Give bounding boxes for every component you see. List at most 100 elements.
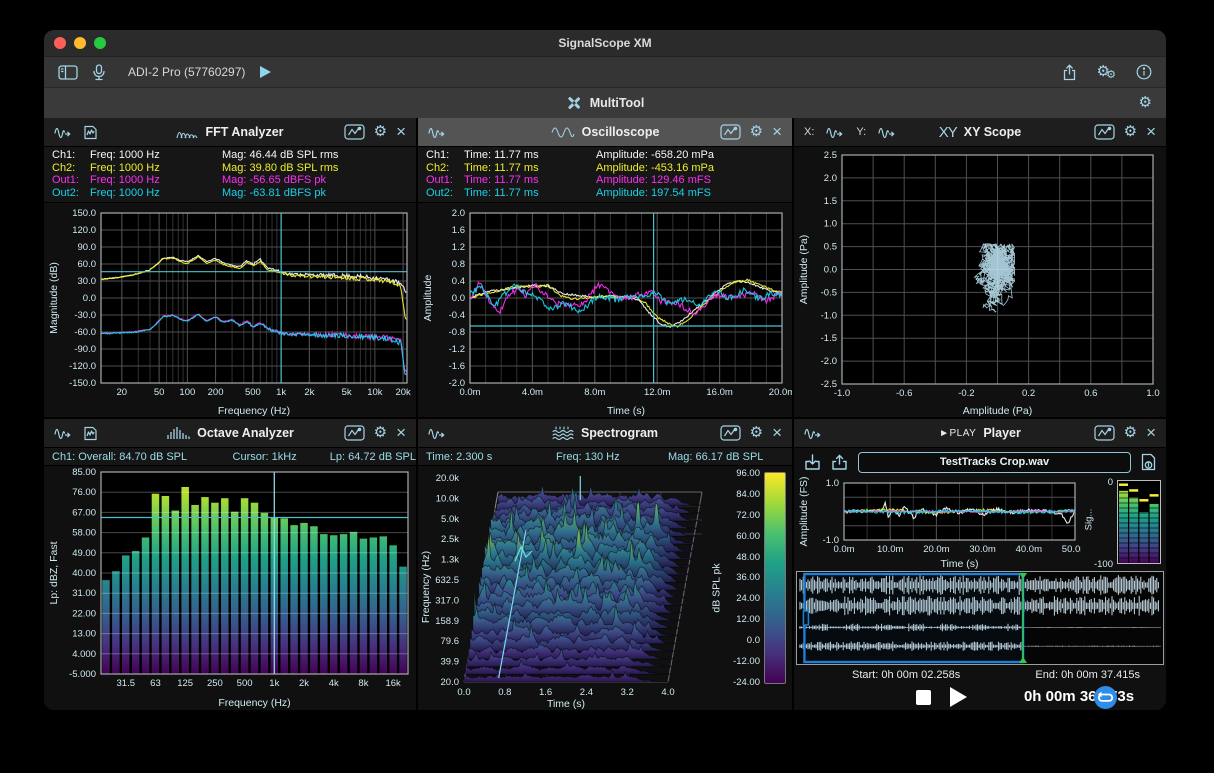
input-signal-icon[interactable] (428, 126, 446, 139)
fft-chart[interactable]: 150.0120.090.060.030.00.0-30.0-60.0-90.0… (44, 203, 416, 417)
x-input-signal-icon[interactable] (826, 126, 844, 139)
close-icon[interactable]: × (396, 125, 406, 139)
chart-style-button[interactable] (1094, 425, 1115, 441)
svg-text:1.6: 1.6 (452, 225, 465, 236)
close-icon[interactable]: × (396, 426, 406, 440)
play-button[interactable] (950, 687, 967, 707)
colorbar-gradient (764, 472, 786, 684)
svg-text:Time (s): Time (s) (940, 558, 978, 570)
svg-text:0.0: 0.0 (824, 265, 837, 276)
svg-text:0.0: 0.0 (452, 293, 465, 304)
xy-scope-panel: X: Y: XY XY Scope (794, 118, 1166, 417)
oscilloscope-tool-icon (551, 126, 575, 139)
snapshot-icon[interactable] (84, 426, 97, 441)
gear-icon[interactable]: ⚙ (1124, 125, 1137, 139)
sidebar-toggle-icon[interactable] (58, 65, 78, 80)
gear-icon[interactable]: ⚙ (374, 426, 387, 440)
svg-text:Frequency (Hz): Frequency (Hz) (218, 697, 290, 709)
y-input-signal-icon[interactable] (878, 126, 896, 139)
share-icon[interactable] (1062, 64, 1077, 81)
spectrogram-chart[interactable]: 20.0k10.0k5.0k2.5k1.3k632.5317.0158.979.… (418, 466, 706, 710)
oscilloscope-chart[interactable]: 2.01.61.20.80.40.0-0.4-0.8-1.2-1.6-2.00.… (418, 203, 792, 417)
loop-button[interactable] (1093, 685, 1118, 710)
svg-text:1.3k: 1.3k (441, 555, 459, 566)
svg-text:-0.2: -0.2 (958, 388, 974, 399)
device-selector[interactable]: ADI-2 Pro (57760297) (128, 65, 245, 79)
svg-text:500: 500 (245, 387, 261, 398)
svg-text:-0.4: -0.4 (449, 310, 465, 321)
playback-time: 0h 00m 36.573s (1004, 688, 1154, 705)
player-header: ►PLAY Player ⚙ × (794, 419, 1166, 448)
chart-style-button[interactable] (1094, 124, 1115, 140)
svg-text:76.00: 76.00 (72, 487, 96, 498)
spectrogram-header: Spectrogram ⚙ × (418, 419, 792, 448)
tool-settings-gears-icon[interactable]: ⚙⚙ (1097, 65, 1110, 79)
svg-text:16.0m: 16.0m (706, 387, 732, 398)
svg-text:Amplitude (Pa): Amplitude (Pa) (798, 235, 810, 304)
close-icon[interactable]: × (772, 125, 782, 139)
meter-max-label: 0 (1108, 477, 1113, 488)
svg-text:20.0k: 20.0k (436, 473, 459, 484)
oscilloscope-panel: Oscilloscope ⚙ × Ch1:Time: 11.77 msAmpli… (418, 118, 794, 417)
microphone-icon[interactable] (92, 64, 106, 81)
info-icon[interactable] (1136, 64, 1152, 80)
svg-text:Time (s): Time (s) (547, 698, 585, 710)
svg-text:4.0m: 4.0m (522, 387, 543, 398)
chart-style-button[interactable] (720, 124, 741, 140)
octave-chart[interactable]: 85.0076.0067.0058.0049.0040.0031.0022.00… (44, 466, 416, 710)
selection-start: Start: 0h 00m 02.258s (852, 669, 960, 681)
snapshot-icon[interactable] (84, 125, 97, 140)
input-signal-icon[interactable] (804, 427, 822, 440)
chart-style-button[interactable] (344, 425, 365, 441)
meter-min-label: -100 (1094, 559, 1113, 570)
svg-text:5k: 5k (342, 387, 352, 398)
fft-readouts: Ch1:Freq: 1000 HzMag: 46.44 dB SPL rms C… (44, 147, 416, 203)
input-signal-icon[interactable] (54, 126, 72, 139)
oscilloscope-header[interactable]: Oscilloscope ⚙ × (418, 118, 792, 147)
file-info-icon[interactable] (1141, 453, 1156, 471)
svg-text:1k: 1k (276, 387, 286, 398)
chart-style-button[interactable] (344, 124, 365, 140)
waveform-scrubber[interactable] (794, 570, 1166, 666)
svg-text:31.5: 31.5 (117, 678, 135, 689)
gear-icon[interactable]: ⚙ (1124, 426, 1137, 440)
close-window-button[interactable] (54, 37, 66, 49)
multitool-gear-icon[interactable]: ⚙ (1139, 96, 1152, 110)
svg-text:125: 125 (177, 678, 193, 689)
close-icon[interactable]: × (1146, 125, 1156, 139)
run-button[interactable] (259, 65, 272, 79)
zoom-window-button[interactable] (94, 37, 106, 49)
close-icon[interactable]: × (1146, 426, 1156, 440)
svg-text:0.0m: 0.0m (833, 544, 854, 555)
import-file-icon[interactable] (804, 453, 821, 471)
gear-icon[interactable]: ⚙ (374, 125, 387, 139)
gear-icon[interactable]: ⚙ (750, 426, 763, 440)
minimize-window-button[interactable] (74, 37, 86, 49)
xy-header: X: Y: XY XY Scope (794, 118, 1166, 147)
fft-header: FFT Analyzer ⚙ × (44, 118, 416, 147)
svg-text:10.0k: 10.0k (436, 493, 459, 504)
panel-title: Oscilloscope (582, 125, 660, 139)
input-signal-icon[interactable] (428, 427, 446, 440)
input-signal-icon[interactable] (54, 427, 72, 440)
svg-text:39.9: 39.9 (441, 657, 460, 668)
player-overview-chart[interactable]: 1.0-1.00.0m10.0m20.0m30.0m40.0m50.0mTime… (794, 476, 1081, 570)
stop-button[interactable] (916, 690, 931, 705)
y-input-label: Y: (856, 126, 866, 138)
filename-field[interactable]: TestTracks Crop.wav (858, 452, 1131, 473)
colorbar-tick: 0.0 (747, 635, 760, 646)
svg-text:-5.000: -5.000 (69, 669, 96, 680)
titlebar[interactable]: SignalScope XM (44, 30, 1166, 56)
panel-title: XY Scope (964, 125, 1021, 139)
svg-text:85.00: 85.00 (72, 467, 96, 478)
gear-icon[interactable]: ⚙ (750, 125, 763, 139)
colorbar-tick: -12.00 (733, 656, 760, 667)
xy-chart[interactable]: 2.52.01.51.00.50.0-0.5-1.0-1.5-2.0-2.5-1… (794, 147, 1166, 417)
svg-text:-0.6: -0.6 (896, 388, 912, 399)
colorbar-tick: 48.00 (736, 552, 760, 563)
close-icon[interactable]: × (772, 426, 782, 440)
svg-text:50: 50 (154, 387, 165, 398)
chart-style-button[interactable] (720, 425, 741, 441)
svg-text:1.0: 1.0 (824, 219, 837, 230)
export-file-icon[interactable] (831, 453, 848, 471)
